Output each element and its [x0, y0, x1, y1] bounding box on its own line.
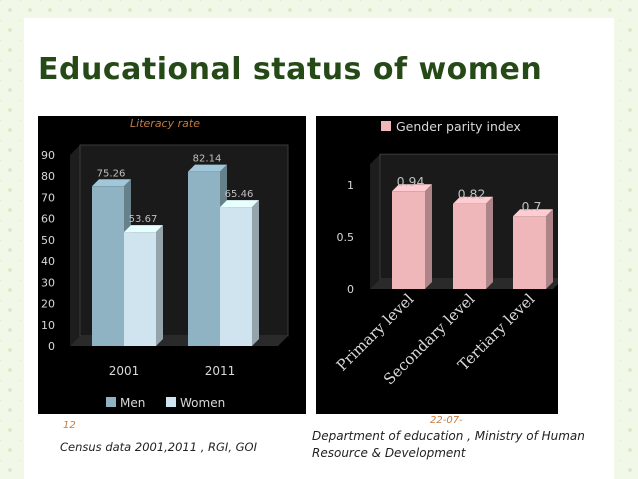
legend-label-men: Men [120, 396, 145, 410]
y-tick-label: 70 [41, 191, 55, 204]
bar-men-2001-top [92, 179, 131, 187]
y-tick-label: 60 [41, 213, 55, 226]
gender-parity-chart-panel: Gender parity index 0 0.5 1 0.94 Primary leve… [316, 116, 558, 414]
legend-swatch-women [166, 397, 176, 407]
bar-women-2001-side [156, 225, 163, 346]
bar-women-2001 [124, 232, 156, 346]
data-label: 0.82 [458, 187, 486, 202]
bar-gpi-primary-level-side [425, 184, 432, 289]
legend-swatch-gpi [381, 121, 391, 131]
bar-gpi-secondary-level-top [453, 196, 493, 204]
bar-gpi-secondary-level-side [486, 196, 493, 289]
legend-swatch-men [106, 397, 116, 407]
data-label: 0.7 [522, 199, 542, 214]
y-tick-label: 10 [41, 319, 55, 332]
literacy-rate-chart: Literacy rate 0 10 20 30 40 50 60 70 80 90 75.26 53.… [41, 117, 289, 410]
y-tick-label: 1 [347, 179, 354, 192]
data-label: 75.26 [97, 168, 126, 179]
y-tick-label: 0.5 [337, 231, 355, 244]
y-tick-label: 40 [41, 255, 55, 268]
x-tick-label: 2001 [109, 364, 140, 378]
bar-women-2011-side [252, 200, 259, 346]
bar-men-2011-top [188, 164, 227, 172]
y-tick-label: 90 [41, 149, 55, 162]
literacy-chart-panel: Literacy rate 0 10 20 30 40 50 60 70 80 90 75.26 53.… [38, 116, 306, 414]
slide-title: Educational status of women [38, 52, 543, 87]
bar-gpi-primary-level-top [392, 184, 432, 192]
data-label: 65.46 [225, 189, 254, 200]
legend-label-women: Women [180, 396, 225, 410]
source-ministry: Department of education , Ministry of Hu… [312, 429, 585, 460]
slide-date: 22-07- [430, 415, 463, 426]
page-number: 12 [63, 420, 76, 431]
y-tick-label: 50 [41, 234, 55, 247]
bar-women-2011 [220, 207, 252, 346]
bar-women-2001-top [124, 225, 163, 233]
y-tick-label: 20 [41, 298, 55, 311]
bar-gpi-tertiary-level-top [513, 209, 553, 217]
y-tick-label: 0 [48, 340, 55, 353]
bar-gpi-tertiary-level-side [546, 209, 553, 289]
source-census: Census data 2001,2011 , RGI, GOI [60, 440, 257, 454]
data-label: 53.67 [129, 214, 158, 225]
data-label: 0.94 [397, 174, 425, 189]
bar-gpi-tertiary-level [513, 216, 546, 289]
y-tick-label: 30 [41, 276, 55, 289]
left-side-wall [370, 154, 380, 289]
legend-label-gpi: Gender parity index [396, 119, 521, 134]
bar-gpi-primary-level [392, 191, 425, 289]
x-tick-label: 2011 [205, 364, 236, 378]
bar-women-2011-top [220, 200, 259, 208]
y-tick-label: 0 [347, 283, 354, 296]
literacy-chart-title: Literacy rate [130, 117, 200, 130]
data-label: 82.14 [193, 154, 222, 165]
bar-men-2001 [92, 186, 124, 346]
left-side-wall [70, 145, 80, 346]
bar-gpi-secondary-level [453, 203, 486, 289]
y-tick-label: 80 [41, 170, 55, 183]
bar-men-2011 [188, 171, 220, 346]
